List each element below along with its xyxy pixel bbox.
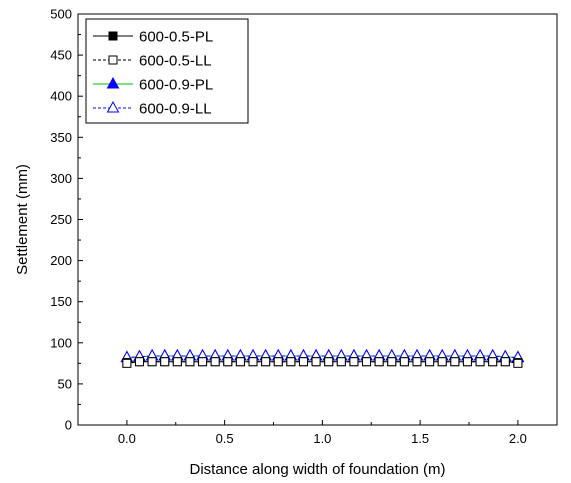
series-600-0.5-LL [122,357,523,368]
y-tick-label: 350 [50,130,72,145]
data-point [134,357,144,367]
x-tick-label: 1.0 [313,431,331,446]
legend-item: 600-0.9-PL [93,77,213,94]
legend-label: 600-0.9-PL [139,77,213,94]
y-tick-label: 200 [50,253,72,268]
data-point [500,357,510,367]
data-point [122,358,132,368]
data-point [273,357,283,367]
legend-item: 600-0.9-LL [93,101,212,118]
x-tick-label: 2.0 [509,431,527,446]
data-point [311,357,321,367]
legend-label: 600-0.9-LL [139,101,212,118]
legend-label: 600-0.5-PL [139,29,213,46]
data-point [387,357,397,367]
y-tick-label: 50 [58,376,72,391]
y-tick-label: 0 [65,418,72,433]
data-point [399,357,409,367]
data-point [210,357,220,367]
y-tick-label: 150 [50,294,72,309]
data-point [450,357,460,367]
data-point [185,357,195,367]
data-point [172,357,182,367]
data-point [160,357,170,367]
x-tick-label: 0.0 [118,431,136,446]
data-point [336,357,346,367]
data-point [286,357,296,367]
legend: 600-0.5-PL 600-0.5-LL 600-0.9-PL 600-0.9-LL [85,18,249,124]
data-point [513,358,523,368]
data-point [425,357,435,367]
plot-marks [120,348,525,368]
legend-item: 600-0.5-LL [93,53,212,70]
x-axis-title: Distance along width of foundation (m) [190,461,446,478]
data-point [412,357,422,367]
data-point [298,357,308,367]
data-point [374,357,384,367]
y-tick-label: 400 [50,89,72,104]
data-point [324,357,334,367]
y-axis-title: Settlement (mm) [14,164,31,275]
data-point [261,357,271,367]
y-tick-label: 500 [50,7,72,22]
data-point [437,357,447,367]
y-tick-label: 250 [50,212,72,227]
data-point [475,357,485,367]
data-point [349,357,359,367]
data-point [223,357,233,367]
y-tick-label: 300 [50,171,72,186]
legend-marker [106,76,120,89]
y-axis: 0 50 100 150 200 250 300 350 400 450 500 [50,7,83,433]
legend-marker [106,100,120,113]
data-point [147,357,157,367]
legend-label: 600-0.5-LL [139,53,212,70]
x-tick-label: 1.5 [411,431,429,446]
x-axis: 0.0 0.5 1.0 1.5 2.0 [118,420,527,446]
data-point [462,357,472,367]
legend-marker [108,55,118,65]
y-tick-label: 450 [50,48,72,63]
data-point [488,357,498,367]
legend-item: 600-0.5-PL [93,29,213,46]
data-point [248,357,258,367]
legend-marker [108,31,118,41]
data-point [362,357,372,367]
x-tick-label: 0.5 [216,431,234,446]
data-point [198,357,208,367]
data-point [235,357,245,367]
y-tick-label: 100 [50,335,72,350]
